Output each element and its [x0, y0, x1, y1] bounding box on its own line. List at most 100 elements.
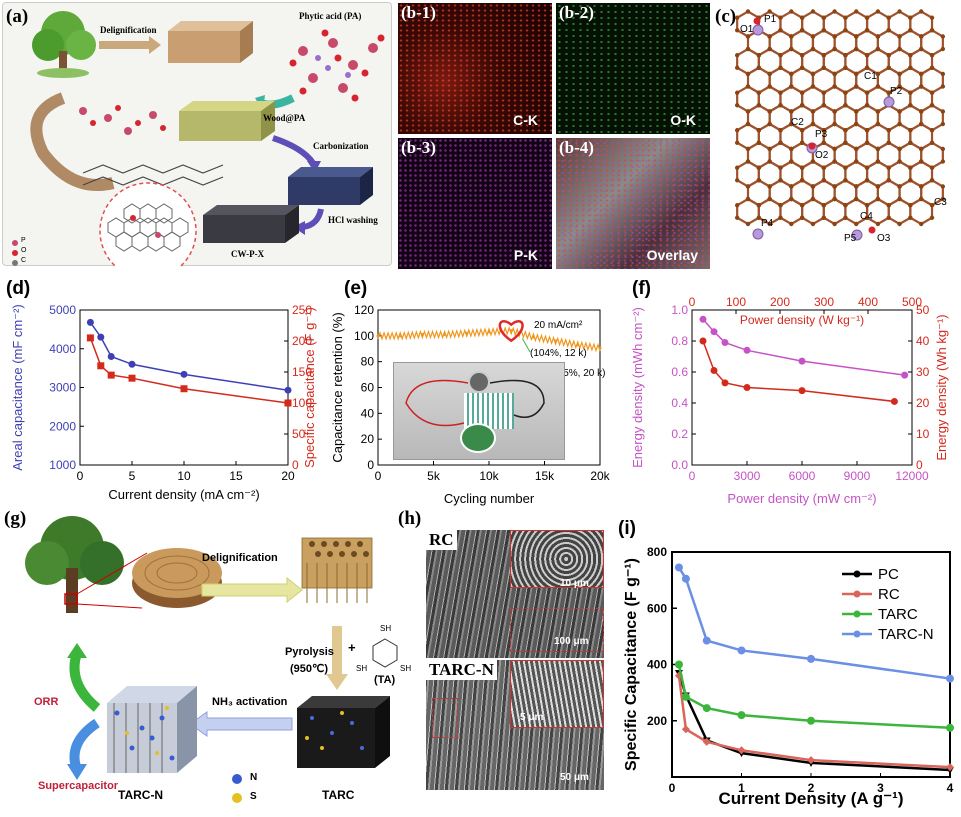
carbon-atom	[789, 46, 794, 52]
atom-c2: C2	[791, 117, 804, 128]
carbon-atom	[810, 121, 816, 127]
phosphorus-atom	[883, 96, 895, 108]
carbon-atom	[810, 196, 816, 202]
carbon-atom	[810, 34, 816, 39]
carbon-atom	[854, 121, 859, 127]
data-point	[107, 353, 115, 360]
carbon-atom	[919, 159, 924, 164]
carbon-atom	[875, 121, 881, 127]
carbon-atom	[767, 46, 772, 52]
carbon-atom	[789, 146, 794, 152]
carbon-atom	[864, 203, 870, 208]
carbon-atom	[756, 103, 762, 108]
y2-tick-label: 40	[916, 334, 930, 348]
sem-tarcn: TARC-N 5 μm 50 μm	[426, 660, 604, 790]
carbon-atom	[886, 178, 891, 183]
carbon-atom	[799, 165, 805, 170]
x-axis-label: Current Density (A g⁻¹)	[719, 789, 904, 808]
carbon-atom	[908, 140, 913, 145]
y-tick-label: 4000	[49, 342, 76, 356]
carbon-atom	[919, 221, 924, 227]
y2-tick-label: 100	[292, 396, 312, 410]
h-scale4: 50 μm	[560, 772, 589, 783]
heart-marker	[498, 320, 524, 343]
y-tick-label: 80	[361, 355, 375, 369]
carbon-atom	[940, 121, 946, 127]
carbon-atom	[929, 103, 935, 108]
y-tick-label: 100	[354, 329, 374, 343]
carbon-atom	[821, 90, 826, 95]
carbon-atom	[821, 28, 826, 33]
carbon-atom	[929, 128, 935, 133]
carbon-atom	[789, 9, 794, 14]
eds-map-p: (b-3) P-K	[398, 138, 552, 269]
carbon-atom	[778, 28, 783, 33]
carbon-atom	[875, 46, 881, 52]
carbon-atom	[821, 140, 826, 145]
carbon-atom	[734, 203, 740, 208]
carbon-atom	[821, 178, 826, 183]
device-photo	[393, 362, 565, 460]
y-tick-label: 0	[367, 458, 374, 472]
atom-c3: C3	[934, 197, 947, 208]
carbon-atom	[897, 84, 902, 89]
y-tick-label: 0.2	[671, 427, 688, 441]
data-point	[737, 646, 746, 655]
carbon-atom	[778, 65, 783, 70]
chart-i: (i) 0 1 2 3 4 200 400 600 800 Current Density (A g…	[618, 518, 954, 808]
carbon-atom	[756, 128, 762, 133]
atom-o1: O1	[740, 24, 754, 35]
carbon-atom	[778, 90, 783, 95]
carbon-atom	[821, 65, 826, 70]
x-tick-label: 15	[229, 469, 243, 483]
carbon-atom	[745, 184, 751, 189]
carbon-atom	[940, 46, 946, 52]
carbon-atom	[908, 53, 913, 58]
carbon-atom	[832, 159, 837, 164]
a-legend-o: O	[21, 247, 27, 254]
atom-c4: C4	[860, 211, 873, 222]
carbon-atom	[767, 84, 772, 89]
carbon-atom	[799, 178, 805, 183]
legend-label: TARC-N	[878, 626, 934, 643]
carbon-atom	[864, 103, 870, 108]
carbon-atom	[886, 53, 891, 58]
g-nh3: NH₃ activation	[212, 696, 288, 708]
data-point	[681, 725, 690, 734]
eds-map-c: (b-1) C-K	[398, 3, 552, 134]
carbon-atom	[940, 71, 946, 77]
data-point	[554, 339, 558, 343]
carbon-atom	[843, 178, 848, 183]
carbon-atom	[854, 221, 859, 227]
legend-label: RC	[878, 586, 900, 603]
carbon-atom	[929, 203, 935, 208]
carbon-atom	[767, 34, 772, 39]
g-supercap: Supercapacitor	[38, 780, 119, 792]
g-legend-n: N	[250, 772, 258, 783]
x2-tick-label: 0	[689, 295, 696, 309]
carbon-atom	[756, 90, 762, 95]
carbon-atom	[767, 184, 772, 189]
g-ta: (TA)	[374, 674, 396, 686]
carbon-atom	[929, 15, 935, 20]
y-tick-label: 0.4	[671, 396, 688, 410]
panel-g: (g)	[2, 508, 420, 808]
y-tick-label: 20	[361, 432, 375, 446]
carbon-atom	[929, 53, 935, 58]
atom-p5: P5	[844, 233, 857, 244]
carbon-atom	[908, 15, 913, 20]
data-point	[890, 397, 898, 405]
y-tick-label: 120	[354, 303, 374, 317]
c-c-bond-ring	[887, 197, 912, 226]
b3-label: (b-3)	[401, 138, 436, 157]
y-tick-label: 3000	[49, 381, 76, 395]
carbon-atom	[886, 165, 891, 170]
carbon-atom	[854, 184, 859, 189]
carbon-atom	[908, 128, 913, 133]
carbon-atom	[843, 165, 848, 170]
chart-d: (d) 0 5 10 15 20 1000 2000 3000 4000 5000 0 50 100 150…	[6, 278, 317, 502]
legend-marker	[853, 590, 861, 598]
data-point	[86, 318, 94, 326]
carbon-atom	[897, 109, 902, 114]
carbon-atom	[745, 34, 751, 39]
